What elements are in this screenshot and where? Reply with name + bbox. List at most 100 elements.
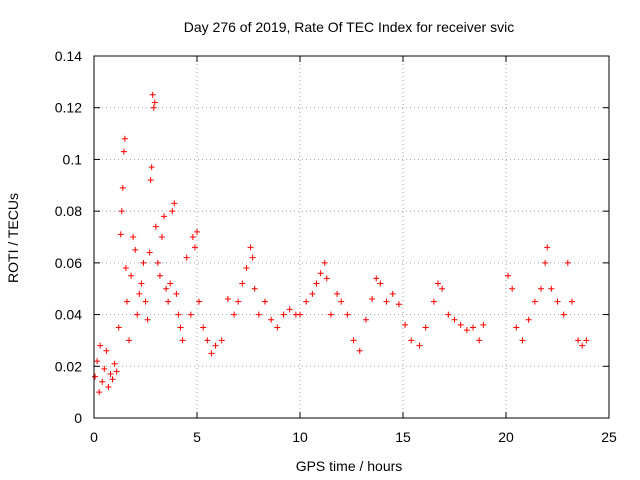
data-point — [126, 337, 133, 344]
data-point — [218, 337, 225, 344]
data-point — [435, 280, 442, 287]
data-point — [519, 337, 526, 344]
data-point — [303, 298, 310, 305]
data-point — [194, 228, 200, 235]
data-point — [163, 285, 170, 292]
data-point — [579, 342, 586, 349]
data-point — [480, 321, 487, 328]
y-tick-label: 0.02 — [55, 358, 82, 374]
data-point — [542, 259, 549, 266]
data-point — [111, 360, 118, 367]
x-axis-label: GPS time / hours — [296, 458, 403, 474]
x-tick-label: 5 — [193, 429, 201, 445]
data-point — [208, 350, 215, 357]
data-point — [171, 200, 178, 207]
data-point — [113, 368, 120, 375]
data-point — [120, 148, 127, 155]
data-point — [274, 324, 281, 331]
data-point — [350, 337, 357, 344]
data-point — [123, 298, 130, 305]
data-point — [96, 389, 103, 396]
data-point — [362, 316, 369, 323]
data-point — [136, 290, 143, 297]
data-point — [212, 342, 219, 349]
data-point — [152, 223, 159, 230]
data-point — [247, 244, 254, 251]
grid — [94, 56, 609, 418]
data-point — [422, 324, 429, 331]
data-point — [158, 234, 165, 240]
data-point — [105, 383, 112, 390]
data-point — [297, 311, 303, 318]
y-tick-label: 0.06 — [55, 255, 82, 271]
data-point — [321, 259, 328, 266]
data-point — [224, 296, 231, 303]
data-point — [451, 316, 458, 323]
data-point — [99, 378, 106, 385]
y-tick-label: 0.14 — [55, 48, 82, 64]
data-point — [338, 298, 345, 305]
data-point — [255, 311, 262, 318]
data-point — [261, 298, 268, 305]
data-point — [334, 290, 341, 297]
data-point — [509, 285, 516, 292]
data-point — [140, 259, 147, 266]
data-point — [313, 280, 320, 287]
data-point — [389, 290, 396, 297]
data-point — [564, 259, 571, 266]
data-point — [583, 337, 590, 344]
data-point — [103, 347, 110, 354]
data-point — [92, 373, 99, 380]
data-point — [463, 327, 470, 334]
x-tick-label: 10 — [292, 429, 308, 445]
data-point — [128, 272, 135, 279]
x-tick-label: 0 — [90, 429, 98, 445]
data-point — [151, 99, 158, 106]
data-point — [430, 298, 437, 305]
data-point — [402, 321, 409, 328]
data-point — [149, 91, 156, 98]
data-point — [134, 311, 141, 318]
data-point — [187, 311, 194, 318]
data-point — [249, 254, 256, 261]
data-point — [408, 337, 415, 344]
data-point — [554, 298, 561, 305]
data-point — [560, 311, 567, 318]
data-point — [457, 321, 464, 328]
data-point — [505, 272, 512, 279]
data-point — [373, 275, 380, 282]
data-point — [196, 298, 203, 305]
data-point — [122, 265, 129, 272]
data-point — [177, 324, 184, 331]
data-point — [513, 324, 520, 331]
data-point — [167, 280, 174, 287]
data-point — [231, 311, 238, 318]
data-point — [568, 298, 575, 305]
data-point — [548, 285, 555, 292]
data-point — [531, 298, 538, 305]
data-point — [150, 104, 157, 111]
data-point — [121, 135, 128, 142]
x-tick-label: 25 — [601, 429, 617, 445]
data-point — [439, 285, 446, 292]
data-point — [243, 265, 250, 272]
data-point — [107, 371, 114, 378]
data-point — [268, 316, 275, 323]
data-point — [156, 272, 163, 279]
data-point — [395, 301, 402, 308]
data-point — [94, 358, 101, 365]
data-point — [109, 376, 116, 383]
data-point — [239, 280, 246, 287]
data-point — [115, 324, 122, 331]
data-point — [525, 316, 532, 323]
data-point — [132, 246, 139, 253]
plot-frame — [93, 55, 610, 419]
data-point — [445, 311, 452, 318]
x-tick-label: 15 — [395, 429, 411, 445]
data-point — [119, 184, 126, 191]
y-tick-label: 0.1 — [63, 151, 83, 167]
data-point — [356, 347, 363, 354]
data-point — [327, 311, 334, 318]
data-point — [173, 290, 180, 297]
